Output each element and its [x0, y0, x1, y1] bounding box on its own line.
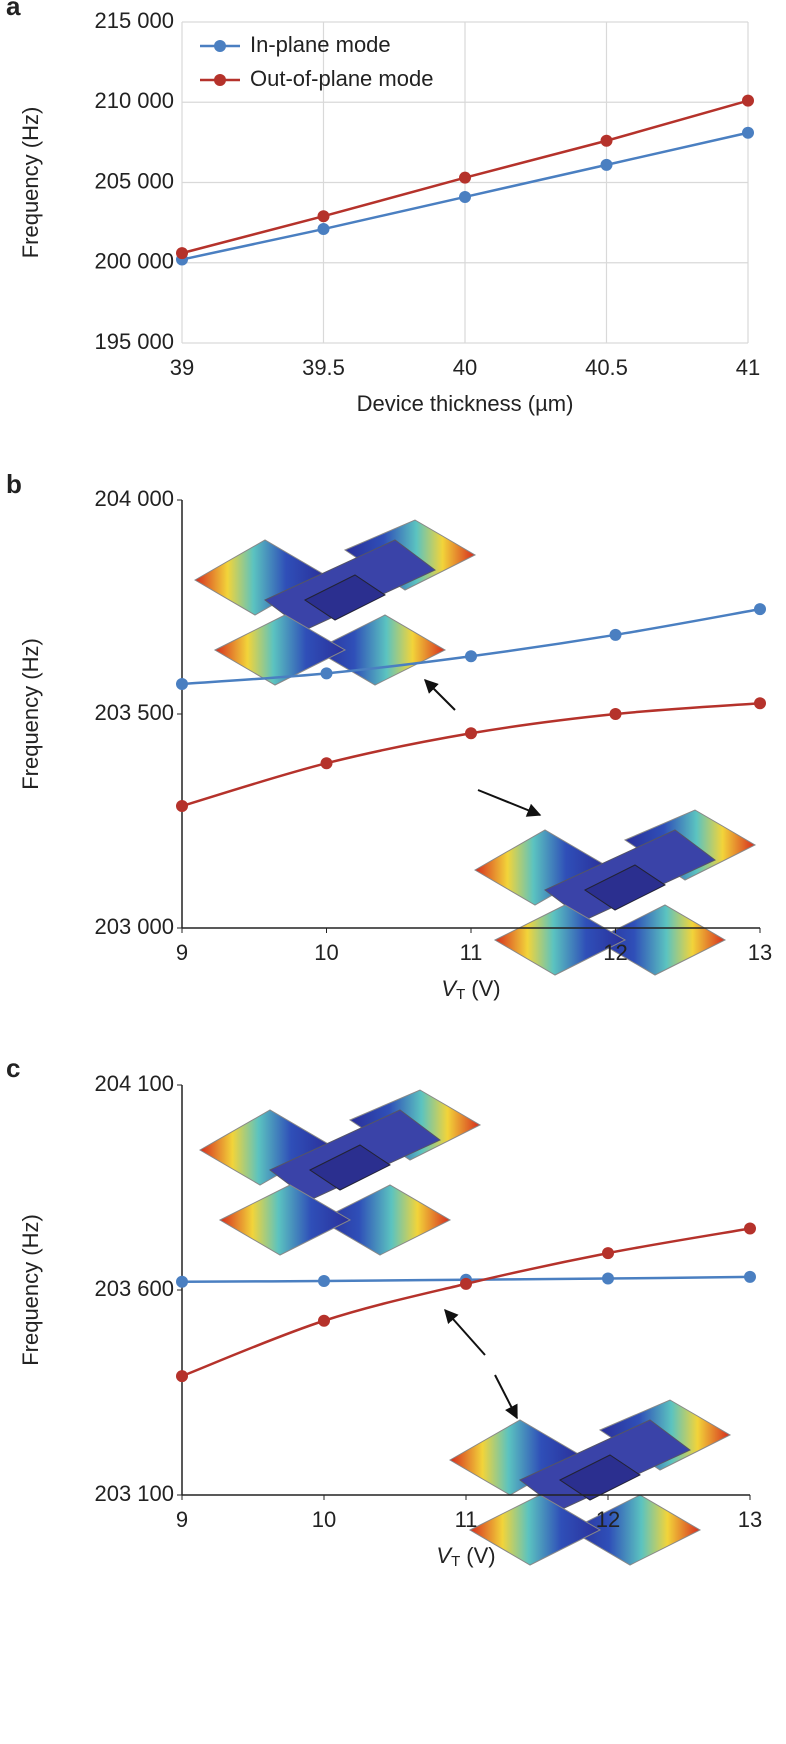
x-tick-label: 11	[455, 1507, 478, 1532]
data-point	[754, 697, 766, 710]
data-point	[744, 1270, 756, 1283]
y-tick-label: 203 000	[94, 914, 174, 939]
legend-label: Out-of-plane mode	[250, 66, 433, 91]
data-point	[320, 667, 333, 680]
y-tick-label: 195 000	[94, 329, 174, 354]
series-line	[181, 1227, 751, 1378]
x-tick-label: 13	[748, 940, 772, 965]
data-point	[320, 757, 333, 770]
data-point	[317, 223, 330, 236]
legend-marker	[214, 40, 226, 52]
data-point	[609, 628, 622, 641]
inset-c1	[199, 1089, 481, 1256]
data-point	[744, 1222, 756, 1235]
y-axis-label: Frequency (Hz)	[18, 107, 43, 259]
panel-label: b	[6, 469, 22, 499]
data-point	[176, 1275, 188, 1288]
y-tick-label: 204 100	[94, 1071, 174, 1096]
data-point	[600, 158, 613, 171]
y-tick-label: 215 000	[94, 8, 174, 33]
data-point	[318, 1314, 330, 1327]
data-point	[602, 1247, 614, 1260]
data-point	[176, 678, 188, 691]
x-tick-label: 39	[170, 355, 194, 380]
data-point	[317, 210, 330, 223]
data-point	[176, 1370, 188, 1383]
arrow	[494, 1374, 518, 1420]
panel-label: a	[6, 0, 21, 21]
legend-marker	[214, 74, 226, 86]
data-point	[754, 603, 766, 616]
data-point	[465, 650, 477, 663]
data-point	[742, 126, 754, 139]
y-tick-label: 203 600	[94, 1276, 174, 1301]
data-point	[600, 134, 613, 147]
x-tick-label: 9	[176, 1507, 188, 1532]
data-point	[176, 800, 188, 813]
series-line	[181, 702, 761, 808]
x-tick-label: 39.5	[302, 355, 345, 380]
x-label-unit: (V)	[466, 1543, 495, 1568]
x-tick-label: 13	[738, 1507, 762, 1532]
data-point	[459, 171, 471, 184]
x-label-symbol: V	[436, 1543, 453, 1568]
x-axis-label: VT (V)	[436, 1543, 495, 1570]
x-label-subscript: T	[456, 986, 465, 1003]
x-label-subscript: T	[451, 1553, 460, 1570]
x-label-unit: (V)	[471, 976, 500, 1001]
inset-c2	[449, 1399, 731, 1566]
data-point	[459, 190, 471, 203]
x-tick-label: 40.5	[585, 355, 628, 380]
data-point	[609, 708, 622, 720]
x-tick-label: 11	[460, 940, 483, 965]
legend-label: In-plane mode	[250, 32, 391, 57]
panel-label: c	[6, 1053, 20, 1083]
data-point	[460, 1277, 472, 1290]
arrow	[444, 1308, 486, 1356]
x-tick-label: 12	[603, 940, 627, 965]
x-axis-label: Device thickness (µm)	[357, 391, 574, 416]
data-point	[742, 94, 754, 107]
y-tick-label: 204 000	[94, 486, 174, 511]
arrow	[477, 789, 542, 817]
x-axis-label: VT (V)	[441, 976, 500, 1003]
x-tick-label: 10	[314, 940, 338, 965]
y-tick-label: 200 000	[94, 249, 174, 274]
y-axis-label: Frequency (Hz)	[18, 1214, 43, 1366]
arrow	[424, 679, 456, 711]
y-axis-label: Frequency (Hz)	[18, 638, 43, 790]
y-tick-label: 210 000	[94, 88, 174, 113]
data-point	[465, 727, 477, 740]
y-tick-label: 205 000	[94, 168, 174, 193]
data-point	[602, 1272, 614, 1285]
x-label-symbol: V	[441, 976, 458, 1001]
data-point	[176, 247, 188, 260]
x-tick-label: 10	[312, 1507, 336, 1532]
x-tick-label: 12	[596, 1507, 620, 1532]
y-tick-label: 203 100	[94, 1481, 174, 1506]
data-point	[318, 1274, 330, 1287]
x-tick-label: 9	[176, 940, 188, 965]
y-tick-label: 203 500	[94, 700, 174, 725]
x-tick-label: 41	[736, 355, 760, 380]
x-tick-label: 40	[453, 355, 477, 380]
